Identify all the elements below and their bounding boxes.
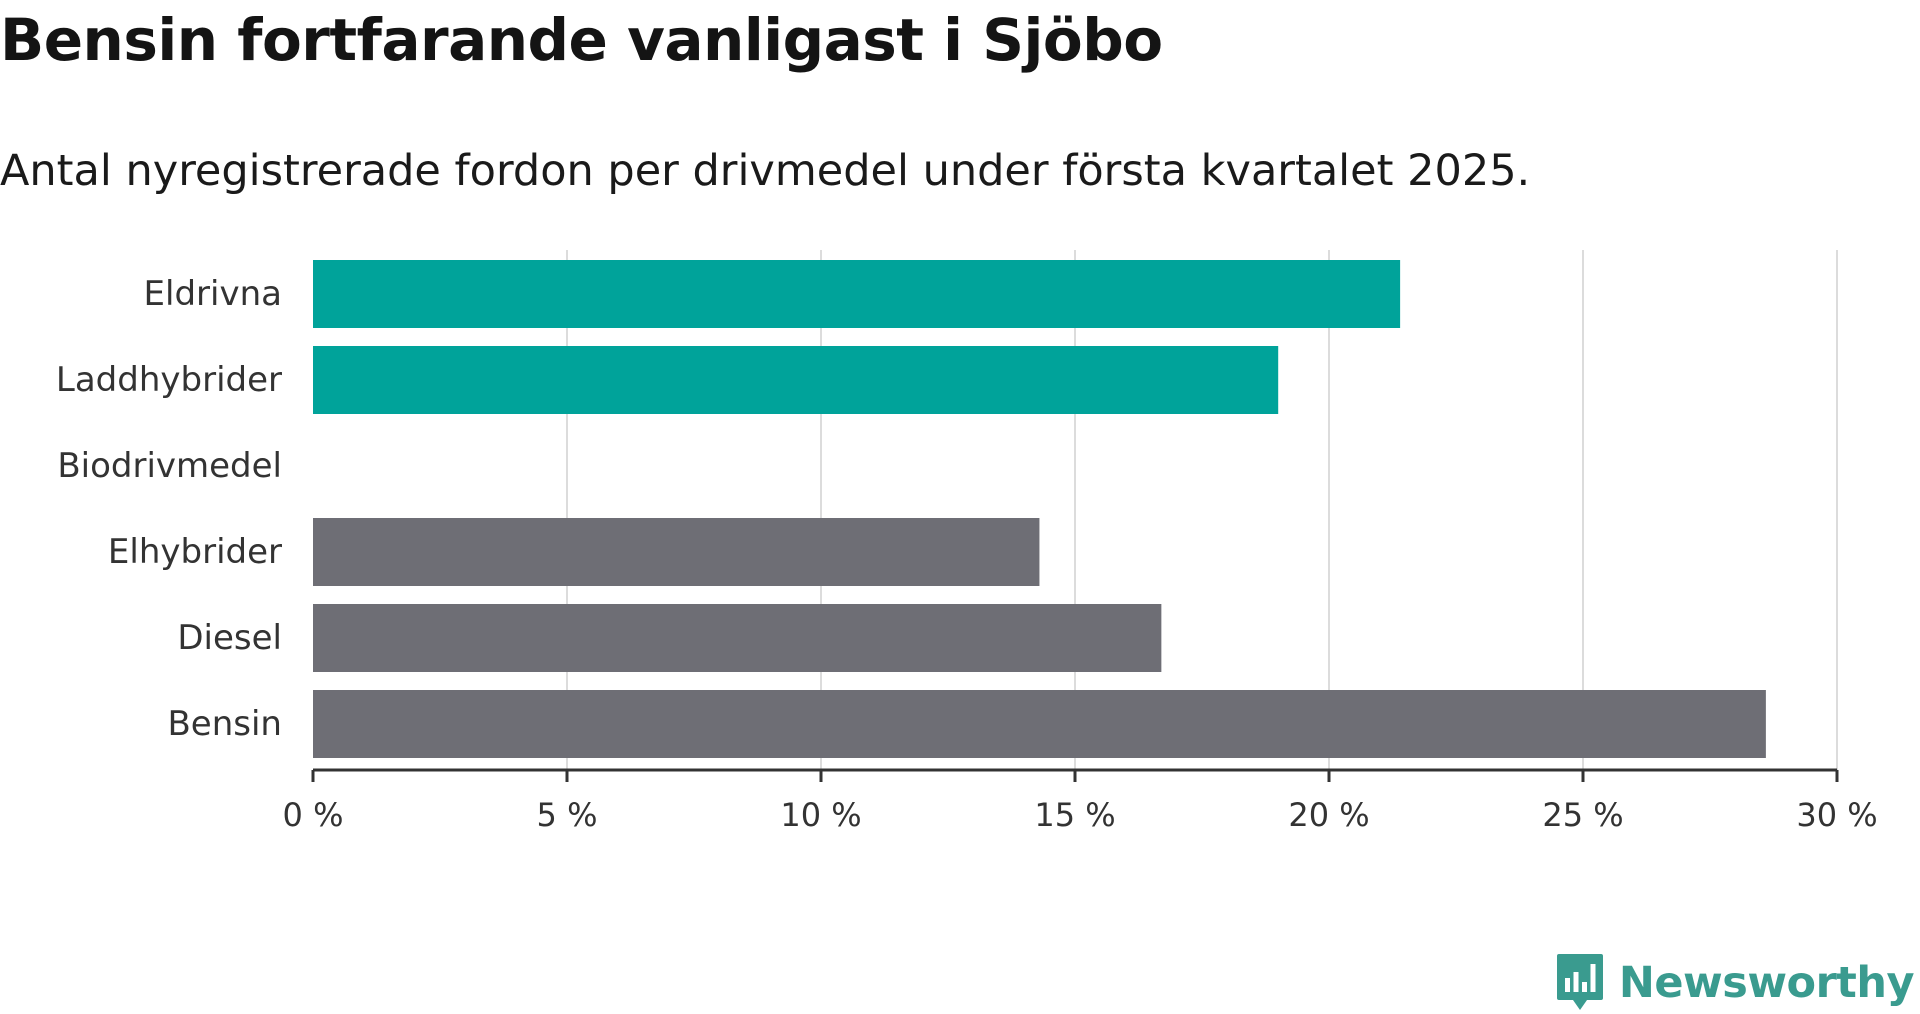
x-tick-label: 10 % bbox=[780, 796, 861, 834]
chart-title: Bensin fortfarande vanligast i Sjöbo bbox=[0, 6, 1163, 74]
x-tick-label: 30 % bbox=[1796, 796, 1877, 834]
x-axis: 0 % 5 % 10 % 15 % 20 % 25 % 30 % bbox=[283, 768, 1878, 834]
bar-laddhybrider bbox=[313, 346, 1279, 414]
category-label: Diesel bbox=[177, 618, 282, 658]
bars bbox=[313, 260, 1766, 758]
category-label: Biodrivmedel bbox=[57, 446, 282, 486]
chart-subtitle: Antal nyregistrerade fordon per drivmede… bbox=[0, 146, 1531, 196]
category-label: Eldrivna bbox=[144, 274, 282, 314]
bar-eldrivna bbox=[313, 260, 1401, 328]
category-label: Elhybrider bbox=[108, 532, 282, 572]
bar-elhybrider bbox=[313, 518, 1040, 586]
brand: Newsworthy bbox=[1555, 952, 1915, 1014]
category-label: Bensin bbox=[167, 704, 282, 744]
brand-name: Newsworthy bbox=[1618, 958, 1915, 1008]
newsworthy-logo-icon bbox=[1556, 954, 1603, 1010]
x-tick-label: 20 % bbox=[1288, 796, 1369, 834]
bar-chart: Eldrivna Laddhybrider Biodrivmedel Elhybrid… bbox=[56, 250, 1878, 834]
x-tick-label: 5 % bbox=[537, 796, 598, 834]
bar-diesel bbox=[313, 604, 1162, 672]
category-label: Laddhybrider bbox=[56, 360, 282, 400]
x-tick-label: 0 % bbox=[283, 796, 344, 834]
bar-bensin bbox=[313, 690, 1766, 758]
category-labels: Eldrivna Laddhybrider Biodrivmedel Elhybrid… bbox=[56, 274, 282, 744]
x-tick-label: 25 % bbox=[1542, 796, 1623, 834]
gridlines bbox=[566, 250, 1838, 770]
x-tick-label: 15 % bbox=[1034, 796, 1115, 834]
